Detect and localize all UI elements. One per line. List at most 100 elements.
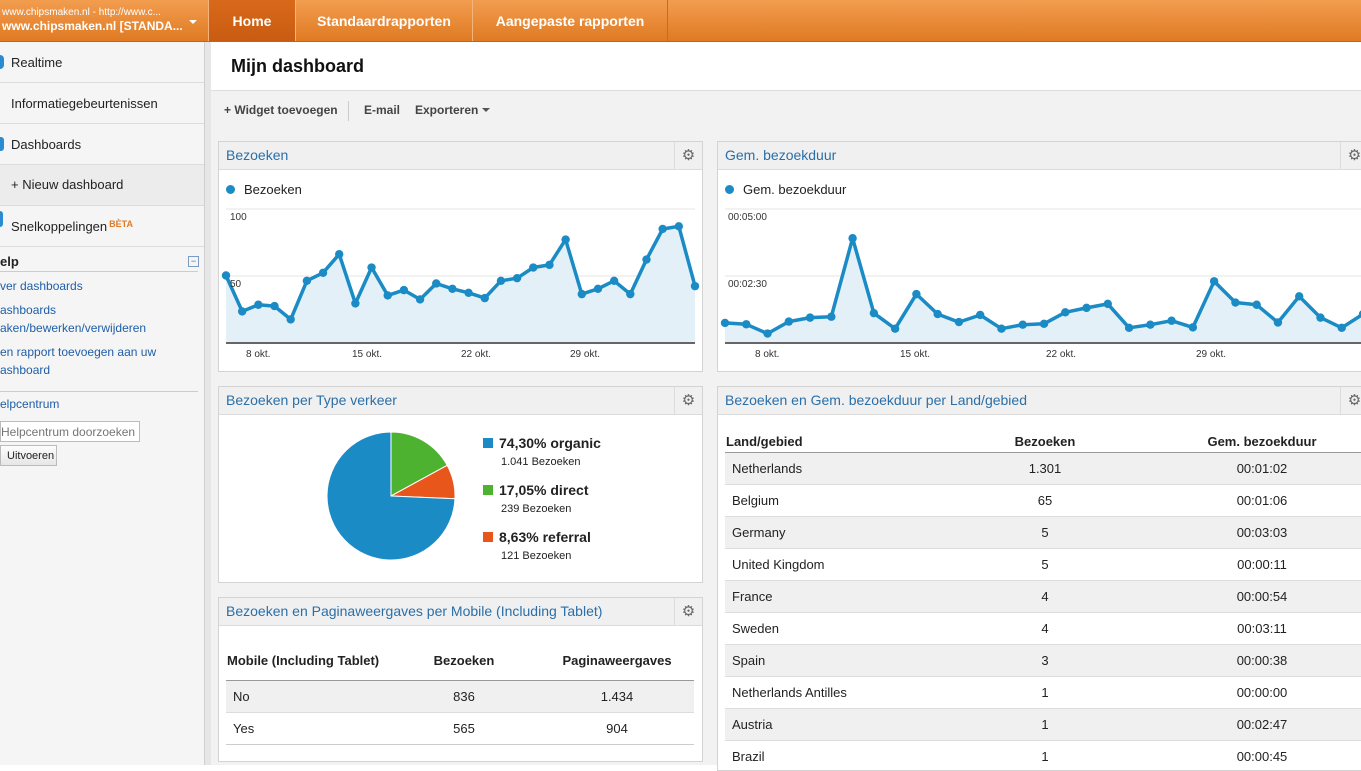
- data-point: [432, 279, 441, 288]
- pie-legend-sub: 239 Bezoeken: [501, 503, 572, 515]
- data-point: [933, 309, 942, 319]
- help-link-manage-dashboards-2[interactable]: aken/bewerken/verwijderen: [0, 321, 147, 335]
- realtime-icon: [0, 55, 4, 69]
- y-tick-label: 00:05:00: [728, 212, 767, 223]
- x-tick-label: 15 okt.: [352, 349, 383, 360]
- table-row: Germany 5 00:03:03: [725, 516, 1361, 548]
- visits-chart: [221, 208, 700, 344]
- help-link-dashboards[interactable]: ver dashboards: [0, 279, 83, 293]
- x-tick-label: 8 okt.: [246, 349, 271, 360]
- data-point: [1061, 308, 1070, 317]
- widget-title: Bezoeken per Type verkeer: [226, 392, 397, 408]
- legend-swatch: [483, 485, 493, 495]
- widget-avg-duration: Gem. bezoekduur ⚙ Gem. bezoekduur 00:05:…: [717, 141, 1361, 372]
- data-point: [1039, 319, 1049, 329]
- sidebar-item-shortcuts[interactable]: Snelkoppelingen BÈTA: [0, 206, 204, 247]
- data-point: [1167, 316, 1176, 325]
- data-point: [1252, 300, 1261, 309]
- sidebar-item-events[interactable]: Informatiegebeurtenissen: [0, 83, 204, 124]
- gear-icon[interactable]: ⚙: [674, 387, 702, 414]
- sidebar-item-label: Snelkoppelingen: [11, 219, 108, 234]
- y-tick-label: 50: [230, 279, 242, 290]
- help-link-manage-dashboards-1[interactable]: ashboards: [0, 303, 57, 317]
- sidebar-item-realtime[interactable]: Realtime: [0, 42, 204, 83]
- x-tick-label: 15 okt.: [900, 349, 931, 360]
- table-cell: 00:00:11: [1237, 556, 1287, 572]
- legend-dot-icon: [226, 185, 235, 194]
- chevron-down-icon: [189, 20, 197, 24]
- data-point: [1209, 277, 1219, 286]
- y-tick-label: 00:02:30: [728, 279, 767, 290]
- pie-legend-label: 8,63% referral: [499, 529, 591, 545]
- table-cell: 00:00:54: [1163, 580, 1361, 612]
- add-widget-button[interactable]: + Widget toevoegen: [224, 103, 338, 117]
- main-content: Mijn dashboard + Widget toevoegen E-mail…: [211, 42, 1361, 771]
- chart-legend: Bezoeken: [226, 182, 302, 197]
- help-link-add-report-1[interactable]: en rapport toevoegen aan uw: [0, 345, 157, 359]
- data-point: [674, 222, 684, 231]
- table-cell: Austria: [725, 708, 927, 740]
- help-link-add-report-2[interactable]: ashboard: [0, 363, 51, 377]
- email-button[interactable]: E-mail: [364, 103, 401, 117]
- beta-badge: BÈTA: [109, 219, 133, 229]
- data-point: [577, 289, 586, 299]
- help-search-button[interactable]: Uitvoeren: [0, 445, 57, 466]
- table-cell: Yes: [233, 720, 255, 736]
- data-point: [1146, 320, 1155, 329]
- sidebar-splitter[interactable]: [205, 42, 211, 765]
- data-point: [1103, 299, 1112, 309]
- table-cell: 1.434: [540, 680, 694, 712]
- data-point: [1231, 298, 1240, 307]
- column-header[interactable]: Land/gebied: [726, 433, 803, 449]
- data-point: [237, 307, 247, 316]
- dashboard-icon: [0, 137, 4, 151]
- table-cell: 4: [927, 580, 1163, 612]
- page-title: Mijn dashboard: [231, 56, 365, 76]
- data-point: [383, 291, 392, 300]
- data-point: [464, 288, 473, 297]
- data-point: [954, 317, 964, 327]
- gear-icon[interactable]: ⚙: [1340, 387, 1361, 414]
- gear-icon[interactable]: ⚙: [1340, 142, 1361, 169]
- data-point: [720, 318, 730, 328]
- series-area: [725, 238, 1361, 342]
- column-header[interactable]: Gem. bezoekduur: [1207, 433, 1317, 449]
- chart-legend: Gem. bezoekduur: [725, 182, 846, 197]
- help-search-input[interactable]: [0, 421, 140, 442]
- widget-header: Gem. bezoekduur ⚙: [718, 142, 1361, 170]
- data-point: [1188, 323, 1198, 332]
- sidebar-item-shortcuts-wrap: Snelkoppelingen BÈTA: [11, 219, 133, 234]
- tab-home[interactable]: Home: [208, 0, 296, 41]
- collapse-icon[interactable]: −: [188, 256, 199, 267]
- data-point: [302, 276, 312, 286]
- sidebar-item-label: Informatiegebeurtenissen: [11, 96, 158, 111]
- data-point: [1273, 318, 1283, 327]
- help-link-helpcenter[interactable]: elpcentrum: [0, 397, 60, 411]
- column-header[interactable]: Bezoeken: [433, 653, 495, 669]
- data-point: [496, 276, 506, 286]
- export-button[interactable]: Exporteren: [415, 103, 490, 117]
- table-cell: 00:03:03: [1163, 516, 1361, 548]
- data-point: [1295, 292, 1304, 301]
- data-point: [763, 329, 772, 338]
- sidebar-item-dashboards[interactable]: Dashboards: [0, 124, 204, 165]
- sidebar-item-new-dashboard[interactable]: + Nieuw dashboard: [0, 165, 204, 206]
- tab-standaardrapporten[interactable]: Standaardrapporten: [295, 0, 473, 41]
- data-point: [561, 235, 570, 244]
- table-cell: Netherlands: [725, 452, 927, 484]
- column-header[interactable]: Mobile (Including Tablet): [227, 653, 380, 669]
- gear-icon[interactable]: ⚙: [674, 142, 702, 169]
- table-cell: 00:01:02: [1163, 452, 1361, 484]
- table-cell: 00:00:45: [1236, 748, 1288, 764]
- column-header[interactable]: Paginaweergaves: [562, 653, 672, 669]
- table-header-row: Land/gebied Bezoeken Gem. bezoekduur: [725, 431, 1361, 452]
- gear-icon[interactable]: ⚙: [674, 598, 702, 625]
- account-selector[interactable]: www.chipsmaken.nl - http://www.c... www.…: [0, 0, 207, 41]
- data-point: [784, 317, 793, 326]
- tab-aangepaste-rapporten[interactable]: Aangepaste rapporten: [472, 0, 668, 41]
- widget-title: Bezoeken en Paginaweergaves per Mobile (…: [226, 603, 603, 619]
- table-cell: No: [226, 680, 388, 712]
- traffic-pie-chart: [326, 431, 456, 561]
- column-header[interactable]: Bezoeken: [1014, 433, 1076, 449]
- data-point: [827, 312, 836, 321]
